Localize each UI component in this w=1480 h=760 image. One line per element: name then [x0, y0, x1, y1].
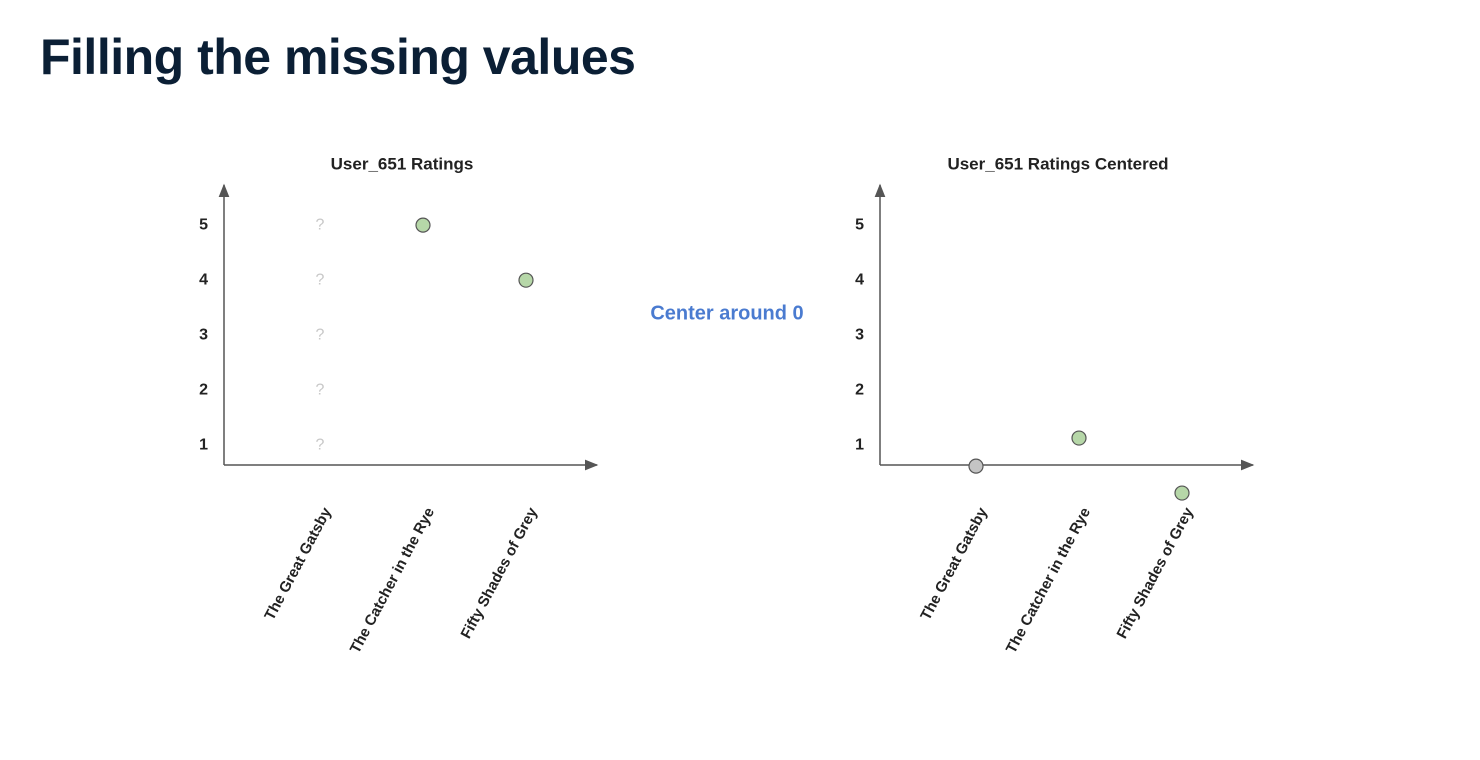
y-tick-label: 1 [199, 436, 208, 453]
point [518, 272, 534, 288]
y-tick-label: 2 [199, 381, 208, 398]
x-tick-label: The Catcher in the Rye [347, 505, 438, 657]
y-tick-label: 3 [199, 326, 208, 343]
y-tick-label: 4 [855, 271, 864, 288]
missing-marker: ? [316, 381, 325, 398]
y-tick-label: 1 [855, 436, 864, 453]
missing-marker: ? [316, 271, 325, 288]
point [1174, 485, 1190, 501]
chart-title: User_651 Ratings Centered [947, 154, 1168, 173]
y-tick-label: 3 [855, 326, 864, 343]
point [1071, 430, 1087, 446]
x-tick-label: The Great Gatsby [917, 504, 991, 623]
annotation: Center around 0 [650, 302, 803, 324]
y-tick-label: 2 [855, 381, 864, 398]
slide-title: Filling the missing values [40, 29, 636, 85]
missing-marker: ? [316, 216, 325, 233]
point [968, 458, 984, 474]
point [415, 217, 431, 233]
x-tick-label: The Catcher in the Rye [1003, 505, 1094, 657]
missing-marker: ? [316, 436, 325, 453]
y-tick-label: 4 [199, 271, 208, 288]
missing-marker: ? [316, 326, 325, 343]
x-tick-label: Fifty Shades of Grey [458, 504, 542, 641]
chart-title: User_651 Ratings [331, 154, 474, 173]
y-tick-label: 5 [199, 216, 208, 233]
y-tick-label: 5 [855, 216, 864, 233]
x-tick-label: The Great Gatsby [261, 504, 335, 623]
x-tick-label: Fifty Shades of Grey [1114, 504, 1198, 641]
